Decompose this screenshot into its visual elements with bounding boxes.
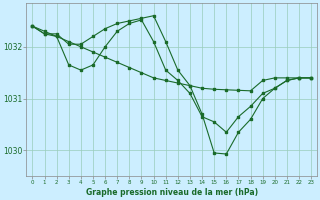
X-axis label: Graphe pression niveau de la mer (hPa): Graphe pression niveau de la mer (hPa) xyxy=(86,188,258,197)
